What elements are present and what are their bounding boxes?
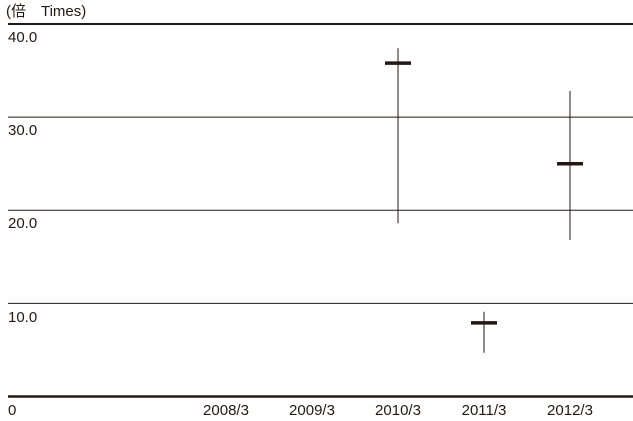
x-tick-label-2010: 2010/3 — [375, 402, 421, 419]
y-tick-label-30: 30.0 — [8, 122, 38, 139]
y-unit-label: (倍 Times) — [6, 3, 87, 20]
x-tick-label-2011: 2011/3 — [461, 402, 507, 419]
y-tick-label-20: 20.0 — [8, 215, 38, 232]
y-tick-label-10: 10.0 — [8, 309, 38, 326]
y-tick-label-0: 0 — [8, 402, 17, 419]
x-tick-label-2009: 2009/3 — [289, 402, 335, 419]
y-tick-label-40: 40.0 — [8, 29, 38, 46]
x-tick-label-2012: 2012/3 — [547, 402, 593, 419]
x-tick-label-2008: 2008/3 — [203, 402, 249, 419]
